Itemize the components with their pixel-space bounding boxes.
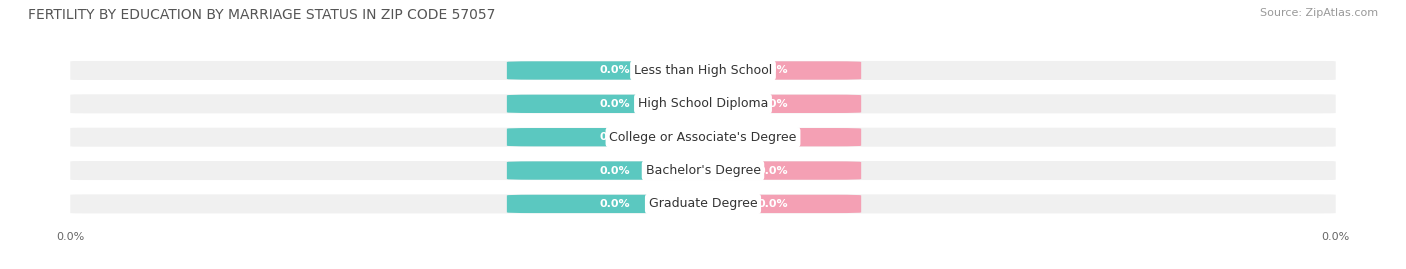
FancyBboxPatch shape bbox=[508, 161, 723, 180]
Text: 0.0%: 0.0% bbox=[599, 165, 630, 176]
Text: 0.0%: 0.0% bbox=[599, 199, 630, 209]
FancyBboxPatch shape bbox=[685, 95, 860, 113]
FancyBboxPatch shape bbox=[70, 94, 1336, 113]
Text: Graduate Degree: Graduate Degree bbox=[648, 197, 758, 210]
Text: 0.0%: 0.0% bbox=[1322, 232, 1350, 242]
FancyBboxPatch shape bbox=[508, 128, 723, 146]
FancyBboxPatch shape bbox=[508, 95, 723, 113]
Text: 0.0%: 0.0% bbox=[56, 232, 84, 242]
Text: 0.0%: 0.0% bbox=[599, 99, 630, 109]
Text: 0.0%: 0.0% bbox=[758, 132, 787, 142]
FancyBboxPatch shape bbox=[508, 61, 723, 80]
Text: Source: ZipAtlas.com: Source: ZipAtlas.com bbox=[1260, 8, 1378, 18]
Legend: Married, Unmarried: Married, Unmarried bbox=[619, 266, 787, 269]
FancyBboxPatch shape bbox=[70, 61, 1336, 80]
Text: 0.0%: 0.0% bbox=[758, 199, 787, 209]
Text: 0.0%: 0.0% bbox=[599, 132, 630, 142]
FancyBboxPatch shape bbox=[508, 195, 723, 213]
Text: 0.0%: 0.0% bbox=[758, 65, 787, 76]
FancyBboxPatch shape bbox=[685, 128, 860, 146]
FancyBboxPatch shape bbox=[685, 195, 860, 213]
Text: High School Diploma: High School Diploma bbox=[638, 97, 768, 110]
Text: FERTILITY BY EDUCATION BY MARRIAGE STATUS IN ZIP CODE 57057: FERTILITY BY EDUCATION BY MARRIAGE STATU… bbox=[28, 8, 495, 22]
FancyBboxPatch shape bbox=[685, 161, 860, 180]
Text: College or Associate's Degree: College or Associate's Degree bbox=[609, 131, 797, 144]
FancyBboxPatch shape bbox=[70, 194, 1336, 213]
Text: 0.0%: 0.0% bbox=[758, 99, 787, 109]
FancyBboxPatch shape bbox=[70, 128, 1336, 147]
Text: Less than High School: Less than High School bbox=[634, 64, 772, 77]
Text: 0.0%: 0.0% bbox=[599, 65, 630, 76]
FancyBboxPatch shape bbox=[70, 161, 1336, 180]
FancyBboxPatch shape bbox=[685, 61, 860, 80]
Text: 0.0%: 0.0% bbox=[758, 165, 787, 176]
Text: Bachelor's Degree: Bachelor's Degree bbox=[645, 164, 761, 177]
